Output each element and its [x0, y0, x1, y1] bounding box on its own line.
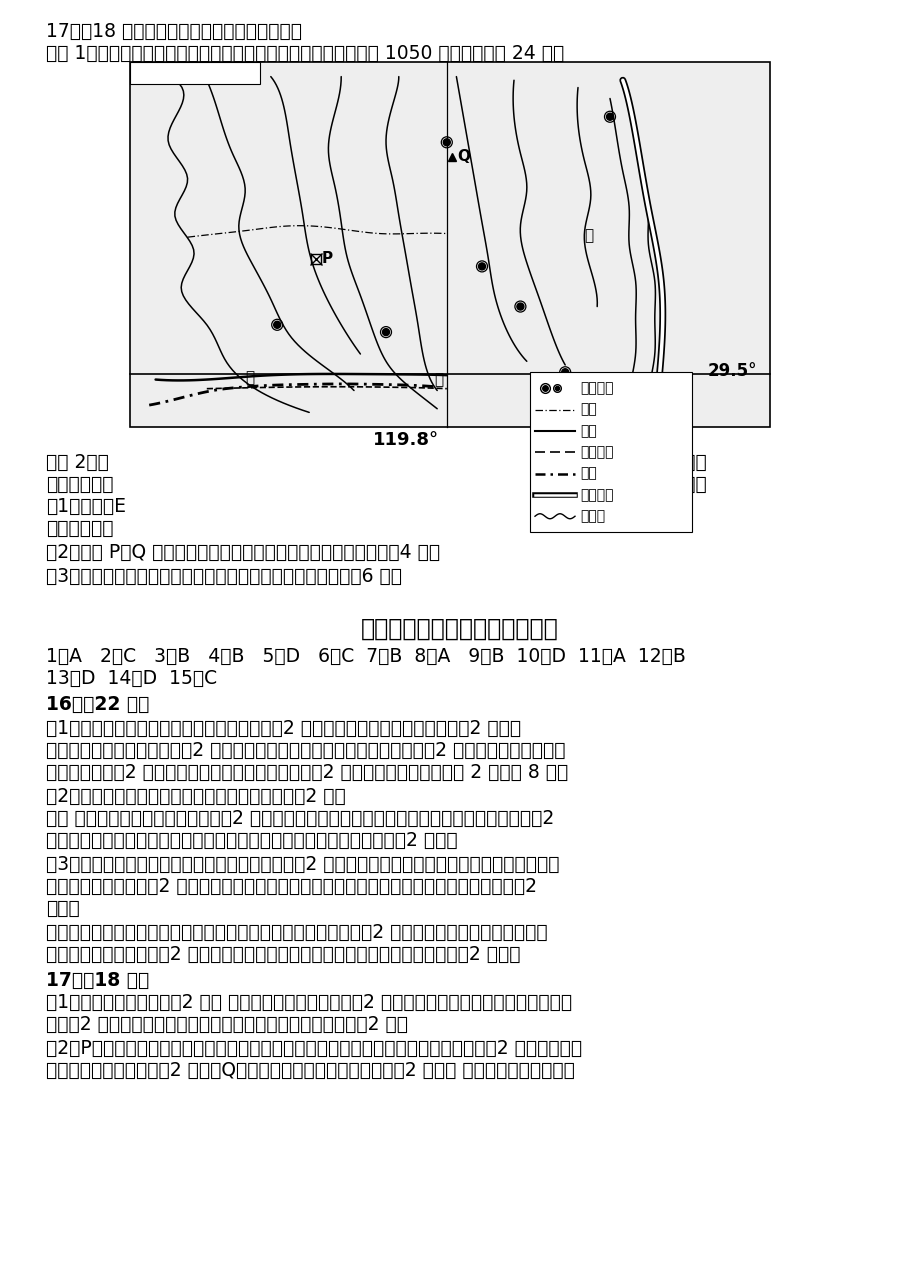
Circle shape	[516, 303, 523, 310]
Text: 县、乡镇: 县、乡镇	[579, 381, 613, 395]
Text: 119.8°: 119.8°	[373, 431, 439, 448]
Text: 省道: 省道	[579, 424, 596, 438]
Bar	[130, 62, 769, 427]
Text: 高速公路: 高速公路	[579, 488, 613, 502]
Circle shape	[606, 113, 613, 120]
Text: 础设施好，天然气管网发达（2 分）；人口城市密集，工业发达，市场广阔（2 分）；专业化程度高，: 础设施好，天然气管网发达（2 分）；人口城市密集，工业发达，市场广阔（2 分）；…	[46, 741, 565, 761]
Text: （3）赞同。理由：美国页岩气丰富，生产成本低（2 分）；经济发达，能源需求量大，大规模开发页: （3）赞同。理由：美国页岩气丰富，生产成本低（2 分）；经济发达，能源需求量大，…	[46, 855, 559, 874]
Circle shape	[382, 329, 389, 335]
Text: （1）页岩气层厚度大，埋藏浅，开采成本低（2 分）；河流湖泊多，水资源丰富（2 分）；: （1）页岩气层厚度大，埋藏浅，开采成本低（2 分）；河流湖泊多，水资源丰富（2 …	[46, 719, 520, 738]
Text: 比例尺0   4.2千米: 比例尺0 4.2千米	[134, 66, 224, 80]
Circle shape	[562, 368, 568, 376]
Bar	[130, 62, 260, 84]
Text: 开发技术先进（2 分）；市场经济发达，融资环境好（2 分）。（任答四点，每点 2 分，共 8 分）: 开发技术先进（2 分）；市场经济发达，融资环境好（2 分）。（任答四点，每点 2…	[46, 763, 568, 782]
Text: 29.5°: 29.5°	[708, 362, 756, 380]
Text: 路布局的理由: 路布局的理由	[46, 519, 113, 538]
Text: 1．A   2．C   3．B   4．B   5．D   6．C  7．B  8．A   9．B  10．D  11．A  12．B: 1．A 2．C 3．B 4．B 5．D 6．C 7．B 8．A 9．B 10．D…	[46, 647, 686, 666]
Text: 了流源头水质优: 了流源头水质优	[628, 454, 706, 471]
Text: （2）P：优点：上游河道较窄，建坝工程量小（库区淹没村镇、农田少，迁移人口少）（2 分）；缺点：: （2）P：优点：上游河道较窄，建坝工程量小（库区淹没村镇、农田少，迁移人口少）（…	[46, 1040, 582, 1057]
Text: 甲: 甲	[434, 372, 443, 387]
Text: 投资（2 分）；尽量连接乡镇等居民点，方便居民出行需要。（2 分）: 投资（2 分）；尽量连接乡镇等居民点，方便居民出行需要。（2 分）	[46, 1015, 407, 1034]
Text: （1）山脊线（分水岭）（2 分） 沿河谷修建，地形较平坦（2 分），工程量、施工难度小，节省建设: （1）山脊线（分水岭）（2 分） 沿河谷修建，地形较平坦（2 分），工程量、施工…	[46, 992, 572, 1012]
Text: 分）。: 分）。	[46, 899, 80, 919]
Circle shape	[443, 139, 449, 145]
Text: （2）对比 P、Q 两个大坝选址方案，选任意一个评价其优缺点。（4 分）: （2）对比 P、Q 两个大坝选址方案，选任意一个评价其优缺点。（4 分）	[46, 543, 439, 562]
Text: 岩气可弥补能源不足（2 分）；可增加就业机会，进一步带动交通等基础设施和相关产业发展（2: 岩气可弥补能源不足（2 分）；可增加就业机会，进一步带动交通等基础设施和相关产业…	[46, 877, 537, 896]
Text: P: P	[322, 251, 333, 266]
Text: 铁路: 铁路	[579, 466, 596, 480]
Text: Q: Q	[457, 149, 470, 164]
Text: 县、乡镇: 县、乡镇	[579, 389, 613, 403]
Text: （3）请你为乙乡农业土地资源的开发利用提出合理化建议。（6 分）: （3）请你为乙乡农业土地资源的开发利用提出合理化建议。（6 分）	[46, 567, 402, 586]
Text: 原因 开采页岩气需大量利用水资源（2 分）。甲地为地中海气候，冬季受西风影响，水资源丰富（2: 原因 开采页岩气需大量利用水资源（2 分）。甲地为地中海气候，冬季受西风影响，水…	[46, 809, 553, 828]
Text: 源，且易致地下水污染（2 分）；产气衰减率较快，打井多，破坏植被及生态环境（2 分）。: 源，且易致地下水污染（2 分）；产气衰减率较快，打井多，破坏植被及生态环境（2 …	[46, 945, 520, 964]
Bar	[529, 372, 691, 533]
Text: 17．（18 分）阅读图文资料，回答下列问题。: 17．（18 分）阅读图文资料，回答下列问题。	[46, 22, 301, 41]
Text: 省道: 省道	[579, 431, 596, 445]
Text: 16．（22 分）: 16．（22 分）	[46, 696, 149, 713]
Text: 乙: 乙	[245, 371, 254, 386]
Text: （2）差异：甲地冬季产量大，乙地夏季产量大。（2 分）: （2）差异：甲地冬季产量大，乙地夏季产量大。（2 分）	[46, 787, 346, 806]
Text: 17．（18 分）: 17．（18 分）	[46, 971, 149, 990]
Text: 河: 河	[584, 228, 593, 243]
Text: 材料 1：下图为我国某县水系和城镇分布示意图，境内最高海拔为 1050 米，最低海拔 24 米。: 材料 1：下图为我国某县水系和城镇分布示意图，境内最高海拔为 1050 米，最低…	[46, 45, 563, 62]
Text: 反对。理由：页岩气为非可再生资源，大规模开发易致资源枯竭（2 分）；生产过程中大量消耗水资: 反对。理由：页岩气为非可再生资源，大规模开发易致资源枯竭（2 分）；生产过程中大…	[46, 922, 547, 941]
Text: 水量较小，库容量较小（2 分）。Q：优点：水量较大，库容量较大（2 分）。 缺点：河道较宽，建坝: 水量较小，库容量较小（2 分）。Q：优点：水量较大，库容量较大（2 分）。 缺点…	[46, 1061, 574, 1080]
Circle shape	[274, 321, 280, 329]
Text: （1）图示地E: （1）图示地E	[46, 497, 126, 516]
Text: 规划公路: 规划公路	[579, 452, 613, 466]
Text: 13．D  14．D  15．C: 13．D 14．D 15．C	[46, 669, 217, 688]
Text: 材料 2：匡: 材料 2：匡	[46, 454, 108, 471]
Text: 县界: 县界	[579, 409, 596, 423]
Text: 分）；乙地为亚热带季风性湿润气候，夏季受夏季风影响，水资源丰富（2 分）。: 分）；乙地为亚热带季风性湿润气候，夏季受夏季风影响，水资源丰富（2 分）。	[46, 831, 457, 850]
Text: 河、湖: 河、湖	[579, 516, 605, 530]
Text: 铁路: 铁路	[579, 474, 596, 488]
Text: 河、湖: 河、湖	[579, 510, 605, 524]
Text: 良，开始创建: 良，开始创建	[46, 475, 113, 494]
Circle shape	[478, 262, 485, 270]
Text: 高三定位考试地理试题参考答案: 高三定位考试地理试题参考答案	[361, 617, 558, 641]
Text: 规划公路: 规划公路	[579, 445, 613, 459]
Text: 县界: 县界	[579, 403, 596, 417]
Text: 各，请你说明公: 各，请你说明公	[628, 475, 706, 494]
Text: 高速公路: 高速公路	[579, 494, 613, 508]
